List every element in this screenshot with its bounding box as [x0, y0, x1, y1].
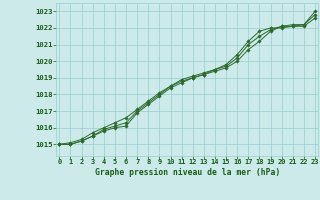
X-axis label: Graphe pression niveau de la mer (hPa): Graphe pression niveau de la mer (hPa): [95, 168, 280, 177]
